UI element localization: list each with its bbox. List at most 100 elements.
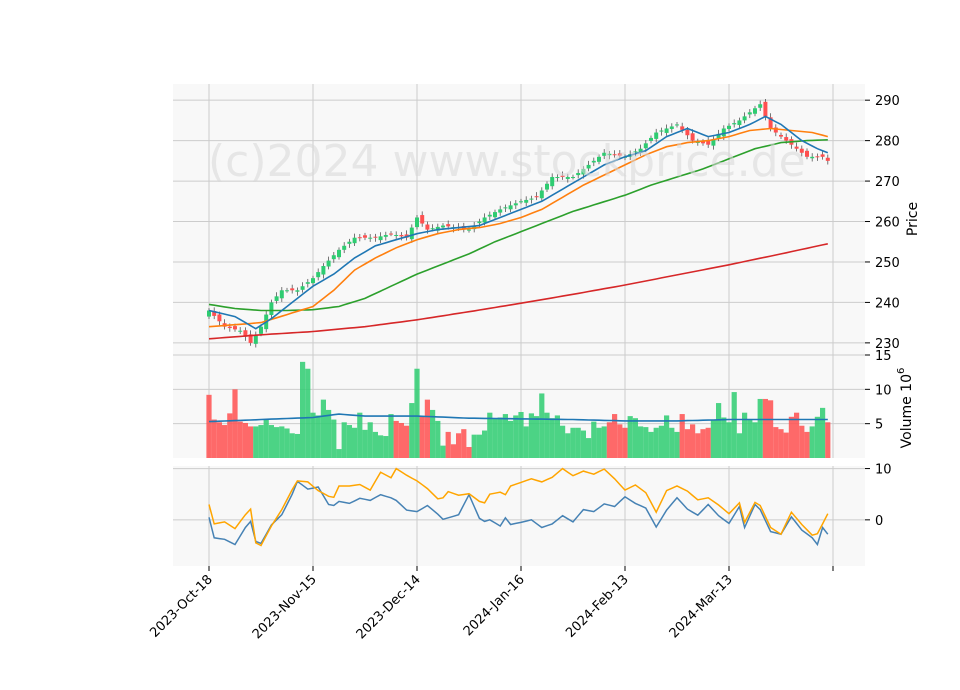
volume-bar — [716, 403, 722, 458]
candle-body — [233, 326, 237, 330]
y-tick-label: 15 — [875, 349, 892, 364]
volume-ma-line — [208, 413, 828, 423]
candle-body — [669, 126, 674, 129]
candle-body — [763, 101, 768, 117]
volume-bar — [445, 431, 451, 458]
candle-body — [529, 198, 534, 200]
candle-body — [378, 236, 383, 241]
volume-bar — [700, 429, 706, 458]
candle-body — [612, 154, 617, 156]
candle-body — [597, 156, 601, 162]
candle-body — [581, 168, 586, 175]
watermark: (c)2024 www.stockprice.de — [208, 136, 806, 187]
candle-body — [493, 212, 497, 218]
panel-background — [173, 466, 865, 566]
candle-body — [368, 237, 373, 239]
candle-body — [482, 217, 487, 223]
volume-bar — [601, 426, 607, 458]
candle-body — [716, 133, 721, 139]
volume-bar — [518, 411, 524, 458]
volume-bar — [331, 419, 337, 458]
candle-body — [357, 237, 362, 239]
candle-body — [711, 139, 716, 146]
x-tick-label: 2023-Oct-18 — [147, 572, 215, 640]
candle-body — [300, 286, 305, 290]
volume-bar — [554, 415, 560, 458]
macd-panel: 0 10 — [173, 463, 892, 566]
volume-bar — [222, 425, 228, 458]
volume-bar — [643, 427, 649, 458]
y-tick-label: 270 — [875, 175, 900, 190]
volume-bar — [752, 422, 758, 458]
volume-bar — [336, 449, 342, 458]
volume-bar — [435, 420, 441, 458]
volume-bar — [352, 427, 358, 458]
volume-bar — [664, 415, 670, 458]
volume-bar — [513, 415, 519, 458]
candle-body — [768, 117, 773, 129]
candle-body — [799, 148, 804, 153]
volume-axis-label: Volume 106 — [896, 368, 915, 449]
volume-bar — [388, 414, 394, 458]
candle-body — [617, 153, 622, 156]
candle-body — [321, 266, 326, 275]
volume-bar — [367, 422, 373, 458]
candle-body — [430, 228, 435, 230]
volume-bar — [341, 422, 347, 458]
volume-bar — [606, 422, 612, 458]
volume-axis-label-exp: 6 — [896, 368, 907, 374]
volume-bar — [632, 418, 638, 458]
candle-body — [685, 129, 690, 136]
signal-line — [208, 467, 829, 547]
volume-bar — [315, 415, 321, 458]
volume-bar — [284, 428, 290, 458]
volume-bar — [258, 425, 264, 458]
volume-bar — [726, 422, 732, 458]
volume-bar — [814, 416, 820, 458]
candle-body — [727, 125, 731, 129]
candle-body — [721, 128, 726, 137]
candle-body — [487, 214, 492, 217]
volume-bar — [482, 430, 488, 458]
volume-bar — [794, 412, 800, 458]
volume-bar — [497, 417, 503, 458]
candle-body — [695, 141, 700, 143]
sma50-line — [208, 139, 828, 312]
volume-bar — [653, 427, 659, 458]
x-tick-label: 2023-Nov-15 — [250, 572, 320, 642]
volume-bar — [580, 430, 586, 458]
volume-bar — [762, 398, 768, 458]
volume-bar — [242, 422, 248, 458]
candle-body — [503, 207, 508, 209]
candle-body — [441, 225, 445, 228]
candle-body — [747, 112, 752, 115]
candle-body — [269, 302, 274, 316]
candle-body — [217, 314, 222, 322]
candle-body — [555, 177, 560, 179]
y-tick-label: 0 — [875, 514, 883, 529]
y-tick-label: 10 — [875, 383, 892, 398]
y-tick-label: 240 — [875, 296, 900, 311]
volume-bar — [768, 400, 774, 458]
candle-body — [545, 183, 549, 190]
y-tick-label: 5 — [875, 418, 883, 433]
candle-body — [248, 334, 253, 343]
volume-axis-label-base: Volume 10 — [899, 374, 915, 448]
candle-body — [274, 296, 279, 301]
volume-bar — [804, 431, 810, 458]
candle-body — [383, 235, 388, 237]
x-tick-label: 2024-Jan-16 — [461, 572, 528, 639]
candle-body — [753, 108, 757, 114]
volume-bar — [544, 412, 550, 458]
volume-bar — [622, 427, 628, 458]
x-tick-label: 2023-Dec-14 — [354, 572, 424, 642]
candle-body — [539, 190, 544, 199]
volume-bar — [476, 434, 482, 458]
candle-body — [446, 224, 451, 227]
volume-bar — [274, 427, 280, 458]
candle-body — [227, 326, 232, 329]
volume-bar — [216, 422, 222, 458]
volume-bar — [669, 427, 675, 458]
candle-body — [784, 137, 789, 141]
volume-bar — [372, 431, 378, 458]
